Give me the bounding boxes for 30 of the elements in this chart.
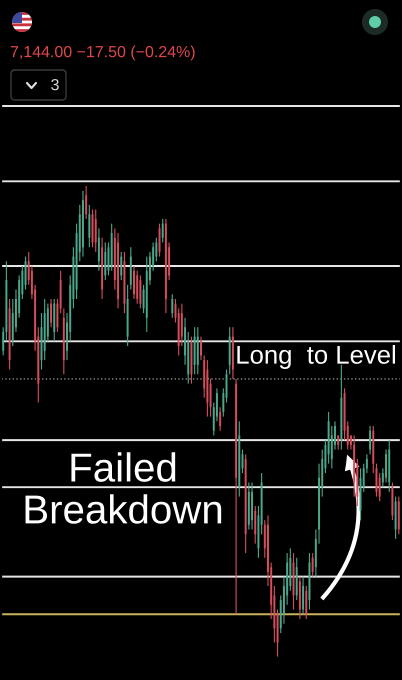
- candlestick: [360, 468, 362, 521]
- candlestick: [155, 237, 158, 262]
- candlestick: [200, 336, 202, 361]
- candlestick: [330, 425, 333, 469]
- chart-subtitle: 7,144.00 −17.50 (−0.24%): [10, 46, 195, 60]
- candlestick: [139, 274, 142, 309]
- candlestick: [254, 505, 256, 544]
- candlestick: [385, 448, 388, 484]
- candlestick: [302, 576, 304, 615]
- candlestick: [180, 303, 183, 347]
- candlestick: [158, 223, 161, 258]
- candlestick: [171, 294, 174, 318]
- annotation: Long to Level: [237, 345, 396, 369]
- candlestick: [98, 228, 100, 272]
- candlestick: [369, 425, 372, 455]
- candlestick: [50, 298, 52, 328]
- candlestick: [292, 552, 295, 610]
- candlestick: [88, 204, 90, 248]
- candlestick: [337, 434, 340, 450]
- candlestick: [133, 265, 135, 300]
- annotation: Failed Breakdown: [26, 452, 222, 524]
- candlestick: [219, 406, 222, 432]
- candlestick: [94, 208, 97, 252]
- candlestick: [85, 185, 88, 220]
- text: 3: [51, 78, 59, 90]
- candlestick: [104, 242, 106, 281]
- candlestick: [162, 218, 164, 244]
- candlestick: [305, 585, 308, 620]
- candlestick: [136, 270, 138, 304]
- candlestick: [312, 552, 314, 578]
